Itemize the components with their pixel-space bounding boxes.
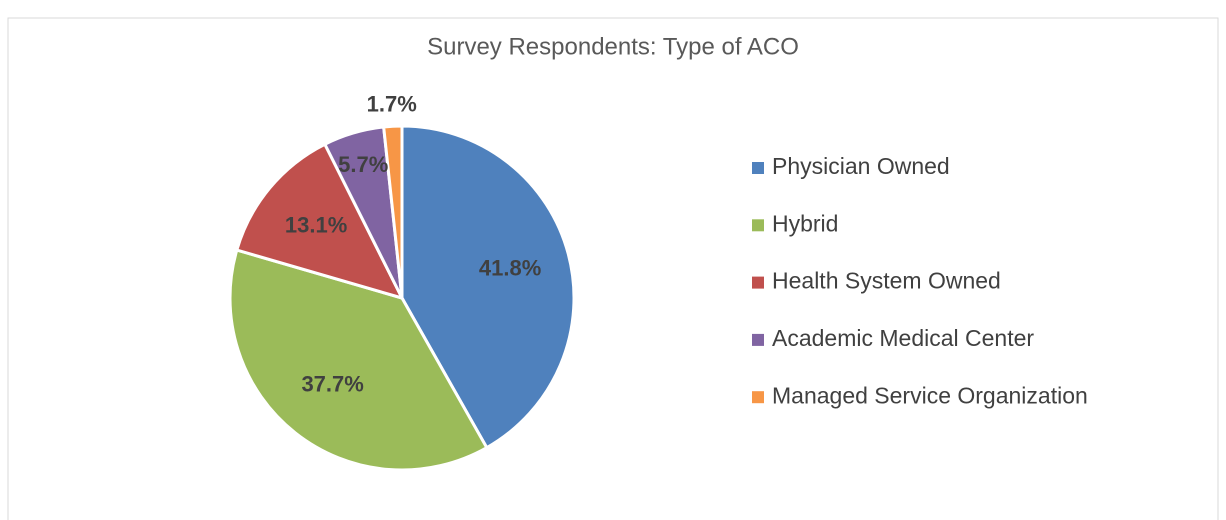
legend-label: Physician Owned xyxy=(772,153,950,179)
legend-swatch xyxy=(752,333,764,346)
legend-label: Academic Medical Center xyxy=(772,325,1034,351)
data-label: 1.7% xyxy=(367,91,417,116)
chart-title: Survey Respondents: Type of ACO xyxy=(427,33,799,60)
pie-slice xyxy=(228,248,489,472)
pie-slice xyxy=(400,124,576,450)
data-label: 13.1% xyxy=(285,212,347,237)
data-label: 41.8% xyxy=(479,255,541,280)
pie-slice xyxy=(234,142,405,301)
legend-label: Managed Service Organization xyxy=(772,382,1088,408)
legend-swatch xyxy=(752,391,764,404)
pie-slice xyxy=(382,124,404,299)
legend-label: Hybrid xyxy=(772,210,838,236)
legend-swatch xyxy=(752,276,764,289)
legend-swatch xyxy=(752,219,764,232)
chart-frame xyxy=(7,17,1219,520)
data-label: 37.7% xyxy=(301,372,363,397)
legend-swatch xyxy=(752,162,764,174)
data-label: 5.7% xyxy=(338,152,388,177)
legend-label: Health System Owned xyxy=(772,268,1001,294)
